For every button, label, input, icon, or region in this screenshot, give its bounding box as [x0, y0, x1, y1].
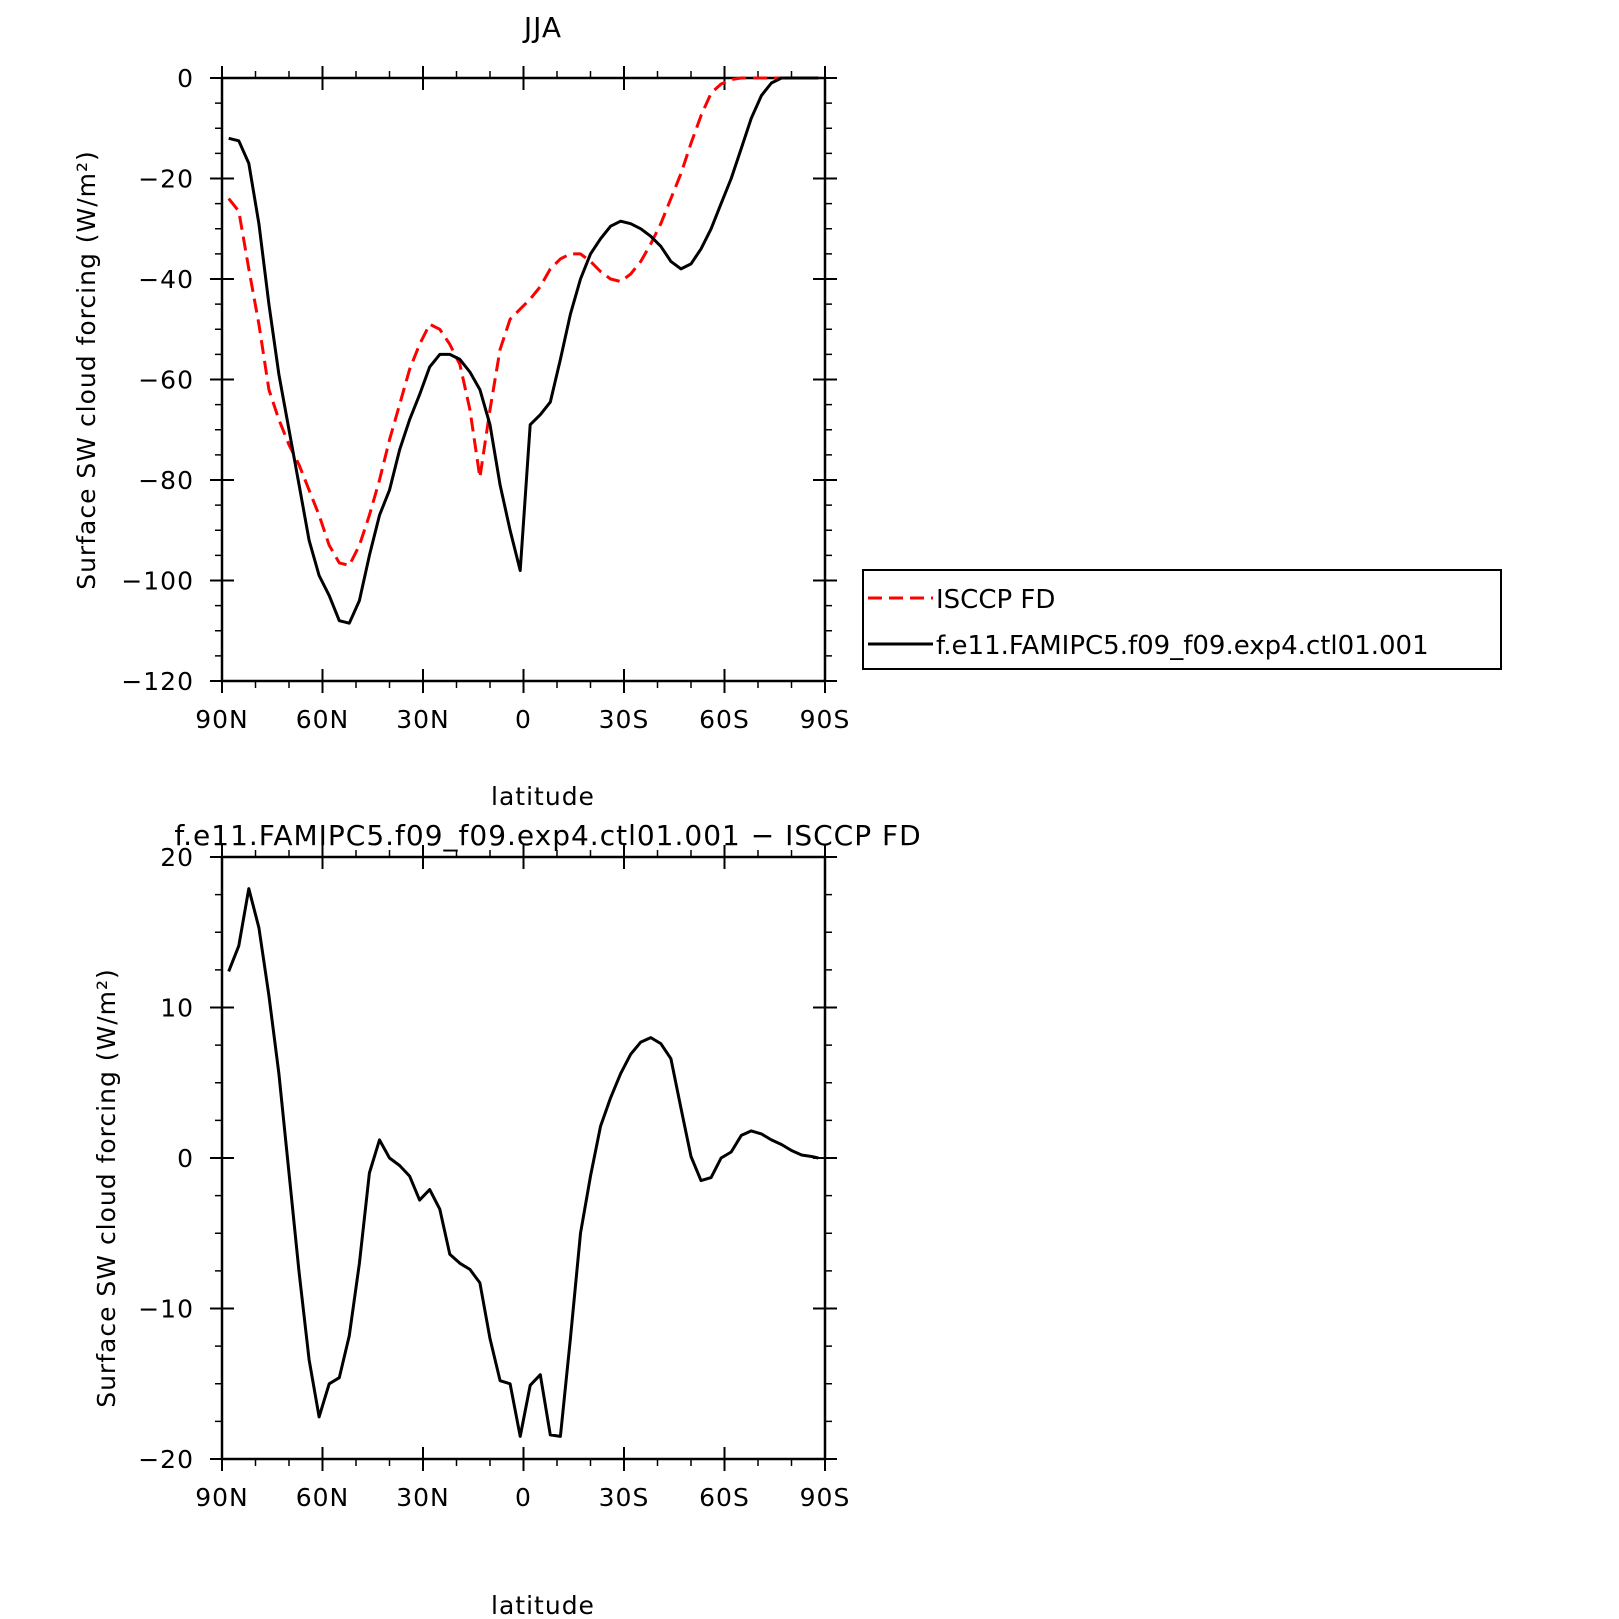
- plot-frame: [220, 855, 827, 1461]
- series-line-isccp-fd: [227, 76, 819, 567]
- chart-title: JJA: [522, 11, 562, 44]
- x-tick-label: 30S: [599, 1483, 650, 1512]
- x-axis-label: latitude: [491, 782, 595, 811]
- x-tick-label: 30N: [396, 705, 450, 734]
- series-line-f-e11-famipc5-f09-f09-exp4-ctl01-001: [228, 76, 819, 625]
- y-tick-label: 10: [160, 994, 194, 1023]
- y-tick-label: −20: [138, 1445, 194, 1474]
- x-tick-label: 60S: [699, 705, 750, 734]
- y-tick-label: 20: [160, 843, 194, 872]
- y-tick-label: −60: [138, 366, 194, 395]
- x-tick-label: 30N: [396, 1483, 450, 1512]
- x-tick-label: 60N: [296, 705, 350, 734]
- x-tick-label: 60S: [699, 1483, 750, 1512]
- y-tick-label: −20: [138, 165, 194, 194]
- series-line-0: [227, 887, 819, 1438]
- chart-title: f.e11.FAMIPC5.f09_f09.exp4.ctl01.001 − I…: [174, 819, 921, 852]
- x-tick-label: 0: [515, 1483, 532, 1512]
- y-tick-label: 0: [177, 1144, 194, 1173]
- y-tick-label: −80: [138, 466, 194, 495]
- chart-bottom: f.e11.FAMIPC5.f09_f09.exp4.ctl01.001 − I…: [92, 819, 921, 1619]
- x-tick-label: 0: [515, 705, 532, 734]
- y-tick-label: −120: [121, 667, 194, 696]
- legend-box: [862, 569, 1502, 670]
- plot-area: 90N 60N 30N 0 30S 60S 90S 20 10 0 −10 −20: [138, 843, 851, 1512]
- y-tick-label: −100: [121, 567, 194, 596]
- x-tick-label: 90S: [800, 1483, 851, 1512]
- y-axis-label: Surface SW cloud forcing (W/m²): [72, 150, 101, 590]
- legend-entry: ISCCP FD: [936, 585, 1055, 615]
- y-axis-label: Surface SW cloud forcing (W/m²): [92, 968, 121, 1408]
- y-tick-label: −40: [138, 265, 194, 294]
- x-tick-label: 30S: [599, 705, 650, 734]
- x-axis-label: latitude: [491, 1591, 595, 1619]
- chart-top: JJA 90N 60N 30N 0 30S 60S 90S 0 −20 −40 −60 −80 −100…: [72, 11, 1502, 811]
- legend: ISCCP FD f.e11.FAMIPC5.f09_f09.exp4.ctl01…: [862, 569, 1502, 670]
- x-tick-label: 90N: [195, 705, 249, 734]
- y-tick-label: 0: [177, 64, 194, 93]
- x-tick-label: 60N: [296, 1483, 350, 1512]
- y-tick-label: −10: [138, 1295, 194, 1324]
- plot-area: 90N 60N 30N 0 30S 60S 90S 0 −20 −40 −60 −80 −100 −120: [121, 64, 851, 734]
- x-tick-label: 90S: [800, 705, 851, 734]
- legend-entry: f.e11.FAMIPC5.f09_f09.exp4.ctl01.001: [936, 631, 1429, 661]
- x-tick-label: 90N: [195, 1483, 249, 1512]
